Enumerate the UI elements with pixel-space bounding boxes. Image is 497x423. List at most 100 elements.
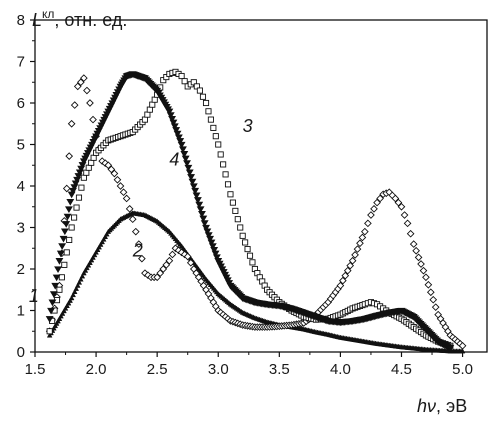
data-point (71, 288, 78, 294)
data-point (47, 307, 55, 315)
data-point (63, 213, 72, 221)
data-point (202, 99, 210, 107)
x-tick-label: 2.0 (86, 361, 107, 378)
data-point (165, 108, 174, 116)
data-point (343, 266, 352, 275)
data-point (125, 204, 134, 213)
data-point (60, 228, 69, 236)
data-point (62, 221, 71, 228)
y-axis-title: Lкл, отн. ед. (32, 7, 127, 30)
x-tick-label: 4.5 (391, 361, 412, 378)
data-point (65, 206, 73, 214)
data-point (77, 276, 84, 282)
data-point (199, 93, 207, 100)
data-point (397, 202, 406, 211)
data-point (222, 171, 229, 178)
data-point (237, 224, 244, 231)
y-tick-label: 0 (17, 344, 25, 361)
data-point (58, 313, 64, 319)
data-point (86, 99, 94, 107)
data-point (80, 174, 87, 181)
data-point (176, 138, 185, 145)
data-point (91, 252, 98, 258)
data-point (55, 258, 64, 265)
data-point (220, 161, 227, 168)
data-point (373, 198, 381, 207)
data-point (196, 206, 205, 214)
data-point (73, 204, 80, 211)
data-point (244, 246, 251, 253)
data-point (151, 96, 158, 103)
data-point (183, 252, 192, 261)
data-point (191, 187, 200, 195)
data-point (52, 274, 61, 282)
y-axis-superscript: кл (42, 7, 54, 21)
data-point (376, 194, 384, 203)
data-point (82, 267, 89, 273)
data-point (170, 123, 179, 131)
data-point (211, 250, 220, 258)
y-tick-label: 2 (17, 261, 25, 278)
data-point (63, 249, 70, 256)
data-point (70, 101, 79, 109)
data-point (341, 271, 350, 280)
data-point (181, 78, 188, 85)
data-point (183, 160, 191, 167)
data-point (409, 240, 418, 248)
data-point (348, 256, 357, 265)
data-point (97, 241, 104, 247)
data-point (206, 235, 215, 243)
data-point (210, 246, 219, 254)
data-point (59, 310, 66, 316)
data-point (246, 252, 254, 259)
data-point (153, 273, 161, 282)
data-point (85, 164, 92, 171)
y-tick-label: 5 (17, 137, 25, 154)
data-point (205, 108, 212, 115)
x-tick-label: 5.0 (452, 361, 473, 378)
data-point (351, 251, 359, 259)
data-point (207, 239, 216, 247)
y-tick-label: 7 (17, 54, 25, 71)
curve-label-4: 4 (169, 149, 179, 169)
data-point (203, 228, 212, 236)
data-point (76, 78, 85, 87)
data-point (192, 192, 201, 200)
data-point (99, 239, 106, 245)
data-point (79, 273, 86, 279)
data-point (431, 303, 440, 312)
data-point (61, 308, 67, 314)
data-point (48, 299, 57, 307)
data-point (367, 211, 375, 219)
x-axis-title: hν, эВ (417, 396, 467, 416)
data-point (239, 232, 246, 239)
data-point (131, 227, 140, 236)
data-point (149, 101, 156, 108)
data-point (96, 244, 102, 250)
data-point (62, 305, 69, 311)
data-point (68, 224, 75, 231)
data-point (144, 111, 151, 118)
data-point (174, 134, 183, 142)
data-point (353, 245, 362, 253)
data-point (210, 124, 217, 131)
data-point (346, 261, 355, 270)
data-point (58, 274, 65, 281)
data-point (90, 154, 97, 161)
data-point (358, 233, 367, 242)
data-point (100, 236, 107, 242)
data-point (171, 244, 180, 253)
data-point (172, 127, 181, 134)
data-point (242, 239, 249, 246)
data-point (156, 269, 165, 277)
data-point (459, 348, 466, 354)
data-point (128, 215, 137, 224)
data-point (162, 261, 171, 269)
data-point (64, 302, 70, 309)
data-point (391, 194, 400, 203)
data-point (356, 239, 364, 248)
data-point (113, 175, 122, 184)
data-point (70, 292, 77, 298)
data-point (146, 106, 153, 113)
